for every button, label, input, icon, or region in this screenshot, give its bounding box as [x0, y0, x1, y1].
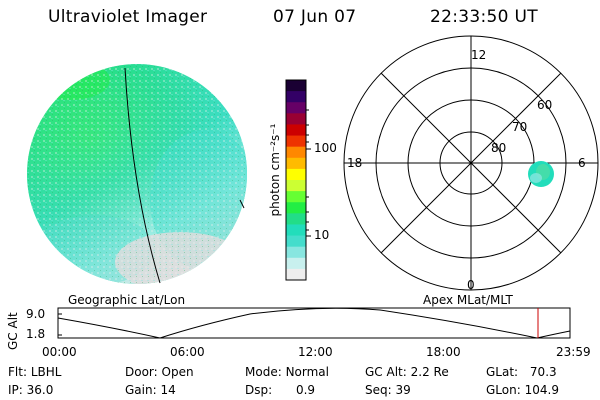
altitude-ylabel: GC Alt — [6, 312, 20, 350]
info-ip: IP: 36.0 — [8, 383, 53, 397]
caption-geographic: Geographic Lat/Lon — [68, 293, 186, 307]
info-glon-label: GLon: — [486, 383, 521, 397]
info-seq-value: 39 — [395, 383, 411, 397]
info-gcalt: GC Alt: 2.2 Re — [365, 365, 449, 379]
info-glat-label: GLat: — [486, 365, 519, 379]
altitude-xtick-0000: 00:00 — [42, 345, 77, 359]
colorbar-segment — [286, 257, 306, 270]
info-door: Door: Open — [125, 365, 194, 379]
altitude-xtick-0600: 06:00 — [170, 345, 205, 359]
colorbar-segment — [286, 268, 306, 281]
polar-label-18: 18 — [347, 156, 363, 170]
colorbar-segment — [286, 91, 306, 103]
caption-apex: Apex MLat/MLT — [423, 293, 513, 307]
info-dsp-value: 0.9 — [295, 383, 316, 397]
info-glon-value: 104.9 — [524, 383, 559, 397]
info-door-value: Open — [161, 365, 194, 379]
altitude-curve — [57, 307, 571, 339]
info-door-label: Door: — [125, 365, 158, 379]
colorbar-segment — [286, 213, 306, 225]
info-gain-label: Gain: — [125, 383, 157, 397]
info-flt-label: Flt: — [8, 365, 27, 379]
altitude-ytick-min: 1.8 — [26, 327, 46, 341]
instrument-title: Ultraviolet Imager — [48, 7, 208, 27]
info-ip-value: 36.0 — [26, 383, 54, 397]
date-label: 07 Jun 07 — [273, 7, 357, 27]
colorbar-segment — [286, 224, 306, 237]
info-glat: GLat: 70.3 — [486, 365, 557, 379]
altitude-xtick-1200: 12:00 — [298, 345, 333, 359]
terminator-line — [124, 67, 161, 284]
colorbar-segment — [286, 157, 306, 170]
colorbar-segment — [286, 246, 306, 259]
time-label: 22:33:50 UT — [430, 7, 538, 27]
polar-label-12: 12 — [471, 48, 487, 62]
polar-label-6: 6 — [578, 156, 586, 170]
info-flt: Flt: LBHL — [8, 365, 61, 379]
altitude-ytick-max: 9.0 — [26, 307, 46, 321]
info-gain-value: 14 — [160, 383, 176, 397]
colorbar-tick-100: 100 — [314, 141, 337, 155]
colorbar-segment — [286, 102, 306, 114]
info-glon: GLon: 104.9 — [486, 383, 559, 397]
colorbar-segment — [286, 135, 306, 148]
altitude-xtick-2359: 23:59 — [556, 345, 591, 359]
colorbar-segment — [286, 191, 306, 203]
info-dsp-label: Dsp: — [245, 383, 273, 397]
polar-lat-60: 60 — [537, 98, 553, 112]
info-gcalt-value: 2.2 Re — [410, 365, 449, 379]
polar-lat-70: 70 — [512, 120, 528, 134]
info-flt-value: LBHL — [30, 365, 62, 379]
info-seq-label: Seq: — [365, 383, 392, 397]
info-glat-value: 70.3 — [529, 365, 557, 379]
info-dsp: Dsp: 0.9 — [245, 383, 315, 397]
colorbar-segment — [286, 168, 306, 181]
colorbar-segment — [286, 202, 306, 214]
info-gcalt-label: GC Alt: — [365, 365, 407, 379]
colorbar-segment — [286, 180, 306, 192]
colorbar-segment — [286, 235, 306, 248]
info-seq: Seq: 39 — [365, 383, 411, 397]
colorbar-tick-10: 10 — [314, 228, 330, 242]
info-ip-label: IP: — [8, 383, 23, 397]
info-mode: Mode: Normal — [245, 365, 329, 379]
info-gain: Gain: 14 — [125, 383, 176, 397]
polar-lat-80: 80 — [491, 141, 507, 155]
altitude-xtick-1800: 18:00 — [426, 345, 461, 359]
colorbar-segment — [286, 124, 306, 137]
info-mode-label: Mode: — [245, 365, 282, 379]
info-mode-value: Normal — [285, 365, 329, 379]
colorbar-segment — [286, 80, 306, 92]
polar-label-0: 0 — [467, 278, 475, 292]
colorbar-segment — [286, 113, 306, 125]
colorbar-segment — [286, 146, 306, 159]
